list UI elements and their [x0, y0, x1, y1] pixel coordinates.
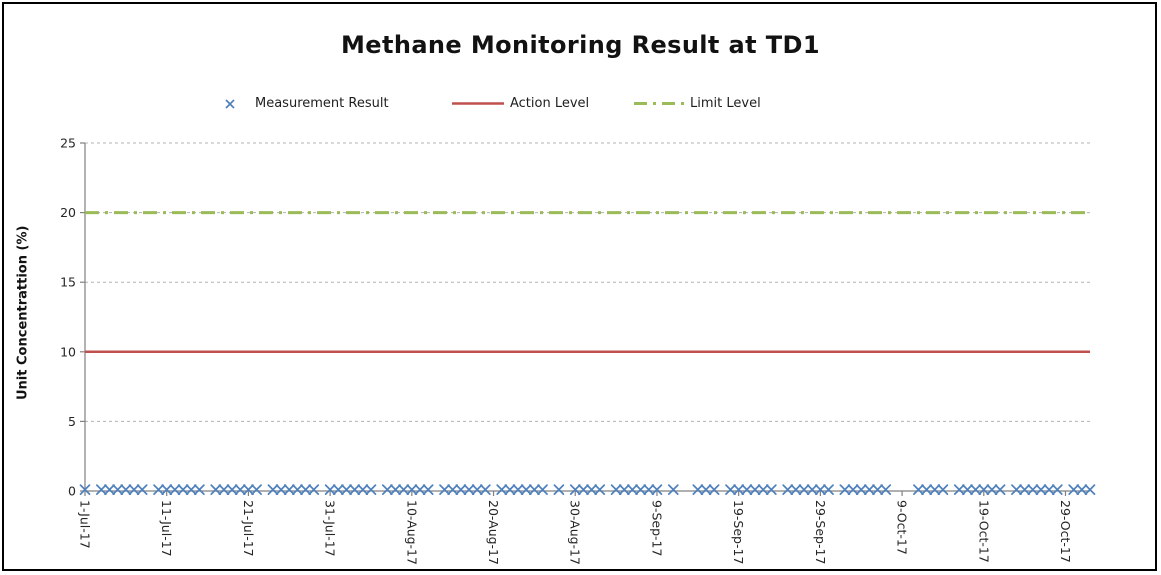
svg-text:20-Aug-17: 20-Aug-17: [486, 500, 501, 565]
svg-text:15: 15: [60, 275, 76, 290]
svg-text:19-Sep-17: 19-Sep-17: [731, 500, 746, 564]
svg-text:31-Jul-17: 31-Jul-17: [323, 500, 338, 557]
svg-text:9-Oct-17: 9-Oct-17: [895, 500, 910, 555]
svg-text:5: 5: [68, 414, 76, 429]
svg-text:29-Oct-17: 29-Oct-17: [1058, 500, 1073, 563]
legend-label-measurement-result: Measurement Result: [255, 96, 389, 111]
svg-text:0: 0: [68, 484, 76, 499]
legend-item-limit-level: Limit Level: [634, 96, 761, 111]
x-marker-icon: [225, 98, 235, 109]
solid-line-icon: [452, 102, 504, 105]
svg-text:1-Jul-17: 1-Jul-17: [78, 500, 93, 549]
svg-text:19-Oct-17: 19-Oct-17: [976, 500, 991, 563]
svg-text:10-Aug-17: 10-Aug-17: [404, 500, 419, 565]
svg-text:10: 10: [60, 344, 76, 359]
chart-title: Methane Monitoring Result at TD1: [341, 31, 820, 59]
legend-item-measurement-result: Measurement Result: [224, 96, 389, 111]
legend-label-limit-level: Limit Level: [690, 96, 761, 111]
dash-dot-line-icon: [634, 102, 685, 105]
svg-text:20: 20: [60, 205, 76, 220]
legend-label-action-level: Action Level: [510, 96, 590, 111]
svg-text:9-Sep-17: 9-Sep-17: [649, 500, 664, 556]
svg-text:21-Jul-17: 21-Jul-17: [241, 500, 256, 557]
svg-text:29-Sep-17: 29-Sep-17: [813, 500, 828, 564]
legend-item-action-level: Action Level: [452, 96, 589, 111]
svg-text:25: 25: [60, 136, 76, 151]
svg-text:30-Aug-17: 30-Aug-17: [568, 500, 583, 565]
svg-text:11-Jul-17: 11-Jul-17: [159, 500, 174, 557]
